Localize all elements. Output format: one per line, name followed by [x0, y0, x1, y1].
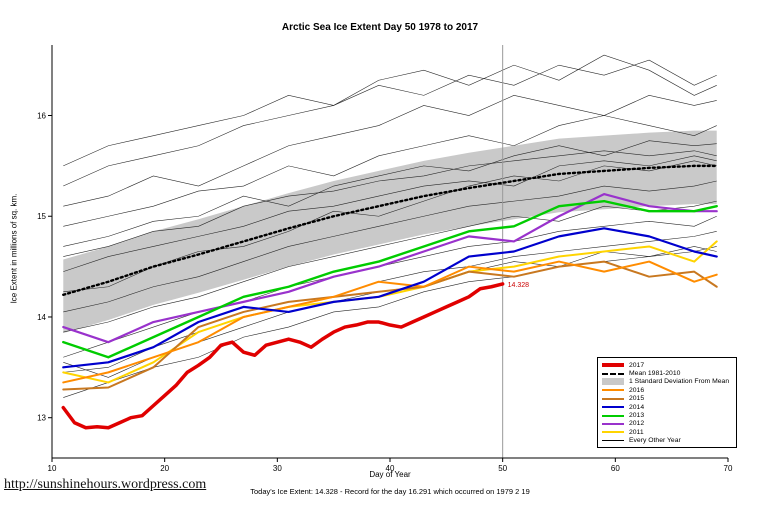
series-line-2014 — [62, 227, 718, 369]
other-year-line — [63, 246, 717, 398]
legend-label: 2016 — [629, 386, 645, 394]
series-line-2013 — [62, 199, 718, 359]
x-tick-label: 10 — [48, 464, 57, 473]
other-year-line — [63, 140, 717, 247]
current-extent-annotation: 14.328 — [508, 282, 530, 289]
y-tick-label: 16 — [37, 112, 46, 121]
x-tick-label: 20 — [160, 464, 169, 473]
legend-line-swatch — [602, 397, 624, 400]
legend-label: 2017 — [629, 361, 645, 369]
footer-url-link[interactable]: http://sunshinehours.wordpress.com — [4, 477, 207, 492]
legend-item: 1 Standard Deviation From Mean — [602, 378, 732, 386]
legend-item: 2012 — [602, 420, 732, 428]
legend-item: 2011 — [602, 428, 732, 436]
legend-item: 2015 — [602, 395, 732, 403]
other-year-line — [63, 200, 717, 333]
other-year-line — [63, 59, 717, 187]
legend-label: 1 Standard Deviation From Mean — [629, 378, 730, 386]
legend-line-swatch — [602, 389, 624, 392]
legend-label: 2011 — [629, 428, 644, 436]
legend-line-swatch — [602, 431, 624, 434]
legend-line-swatch — [602, 406, 624, 409]
series-line-mean-1981-2010 — [62, 164, 718, 297]
legend-item: 2016 — [602, 386, 732, 394]
other-year-line — [63, 231, 717, 373]
series-line-2017 — [61, 282, 505, 430]
x-tick-label: 30 — [273, 464, 282, 473]
legend-line-swatch — [602, 440, 624, 442]
x-tick-label: 40 — [386, 464, 395, 473]
legend-label: Every Other Year — [629, 437, 681, 445]
legend-label: 2015 — [629, 395, 645, 403]
x-tick-label: 70 — [724, 464, 733, 473]
chart-title: Arctic Sea Ice Extent Day 50 1978 to 201… — [281, 22, 479, 33]
legend-item: Mean 1981-2010 — [602, 369, 732, 377]
legend-line-swatch — [602, 422, 624, 425]
legend-item: 2017 — [602, 361, 732, 369]
legend-item: 2014 — [602, 403, 732, 411]
y-tick-label: 13 — [37, 414, 46, 423]
other-year-line — [63, 160, 717, 293]
other-year-line — [63, 54, 717, 167]
legend-label: Mean 1981-2010 — [629, 370, 681, 378]
other-year-line — [63, 180, 717, 313]
legend-line-swatch — [602, 372, 624, 375]
x-tick-label: 50 — [498, 464, 507, 473]
other-year-line — [63, 115, 717, 227]
legend-band-swatch — [602, 378, 624, 386]
x-axis-label: Day of Year — [369, 470, 411, 479]
legend: 2017 Mean 1981-2010 1 Standard Deviation F… — [597, 357, 737, 448]
legend-item: Every Other Year — [602, 437, 732, 445]
y-tick-label: 15 — [37, 212, 46, 221]
legend-line-swatch — [602, 363, 624, 368]
series-line-2012 — [62, 192, 718, 344]
legend-label: 2014 — [629, 403, 645, 411]
series-line-2016 — [62, 260, 718, 384]
other-year-line — [63, 150, 717, 257]
legend-label: 2012 — [629, 420, 645, 428]
x-tick-label: 60 — [611, 464, 620, 473]
legend-label: 2013 — [629, 412, 645, 420]
legend-line-swatch — [602, 414, 624, 417]
other-year-line — [63, 95, 717, 207]
other-year-line — [63, 215, 717, 358]
legend-item: 2013 — [602, 411, 732, 419]
std-dev-band — [63, 130, 717, 334]
y-tick-label: 14 — [37, 313, 46, 322]
chart-canvas: 10 20 30 40 50 60 70 13 14 15 16 14.328 — [37, 45, 733, 473]
footer-note: Today's Ice Extent: 14.328 - Record for … — [250, 487, 530, 496]
other-year-line — [63, 155, 717, 272]
